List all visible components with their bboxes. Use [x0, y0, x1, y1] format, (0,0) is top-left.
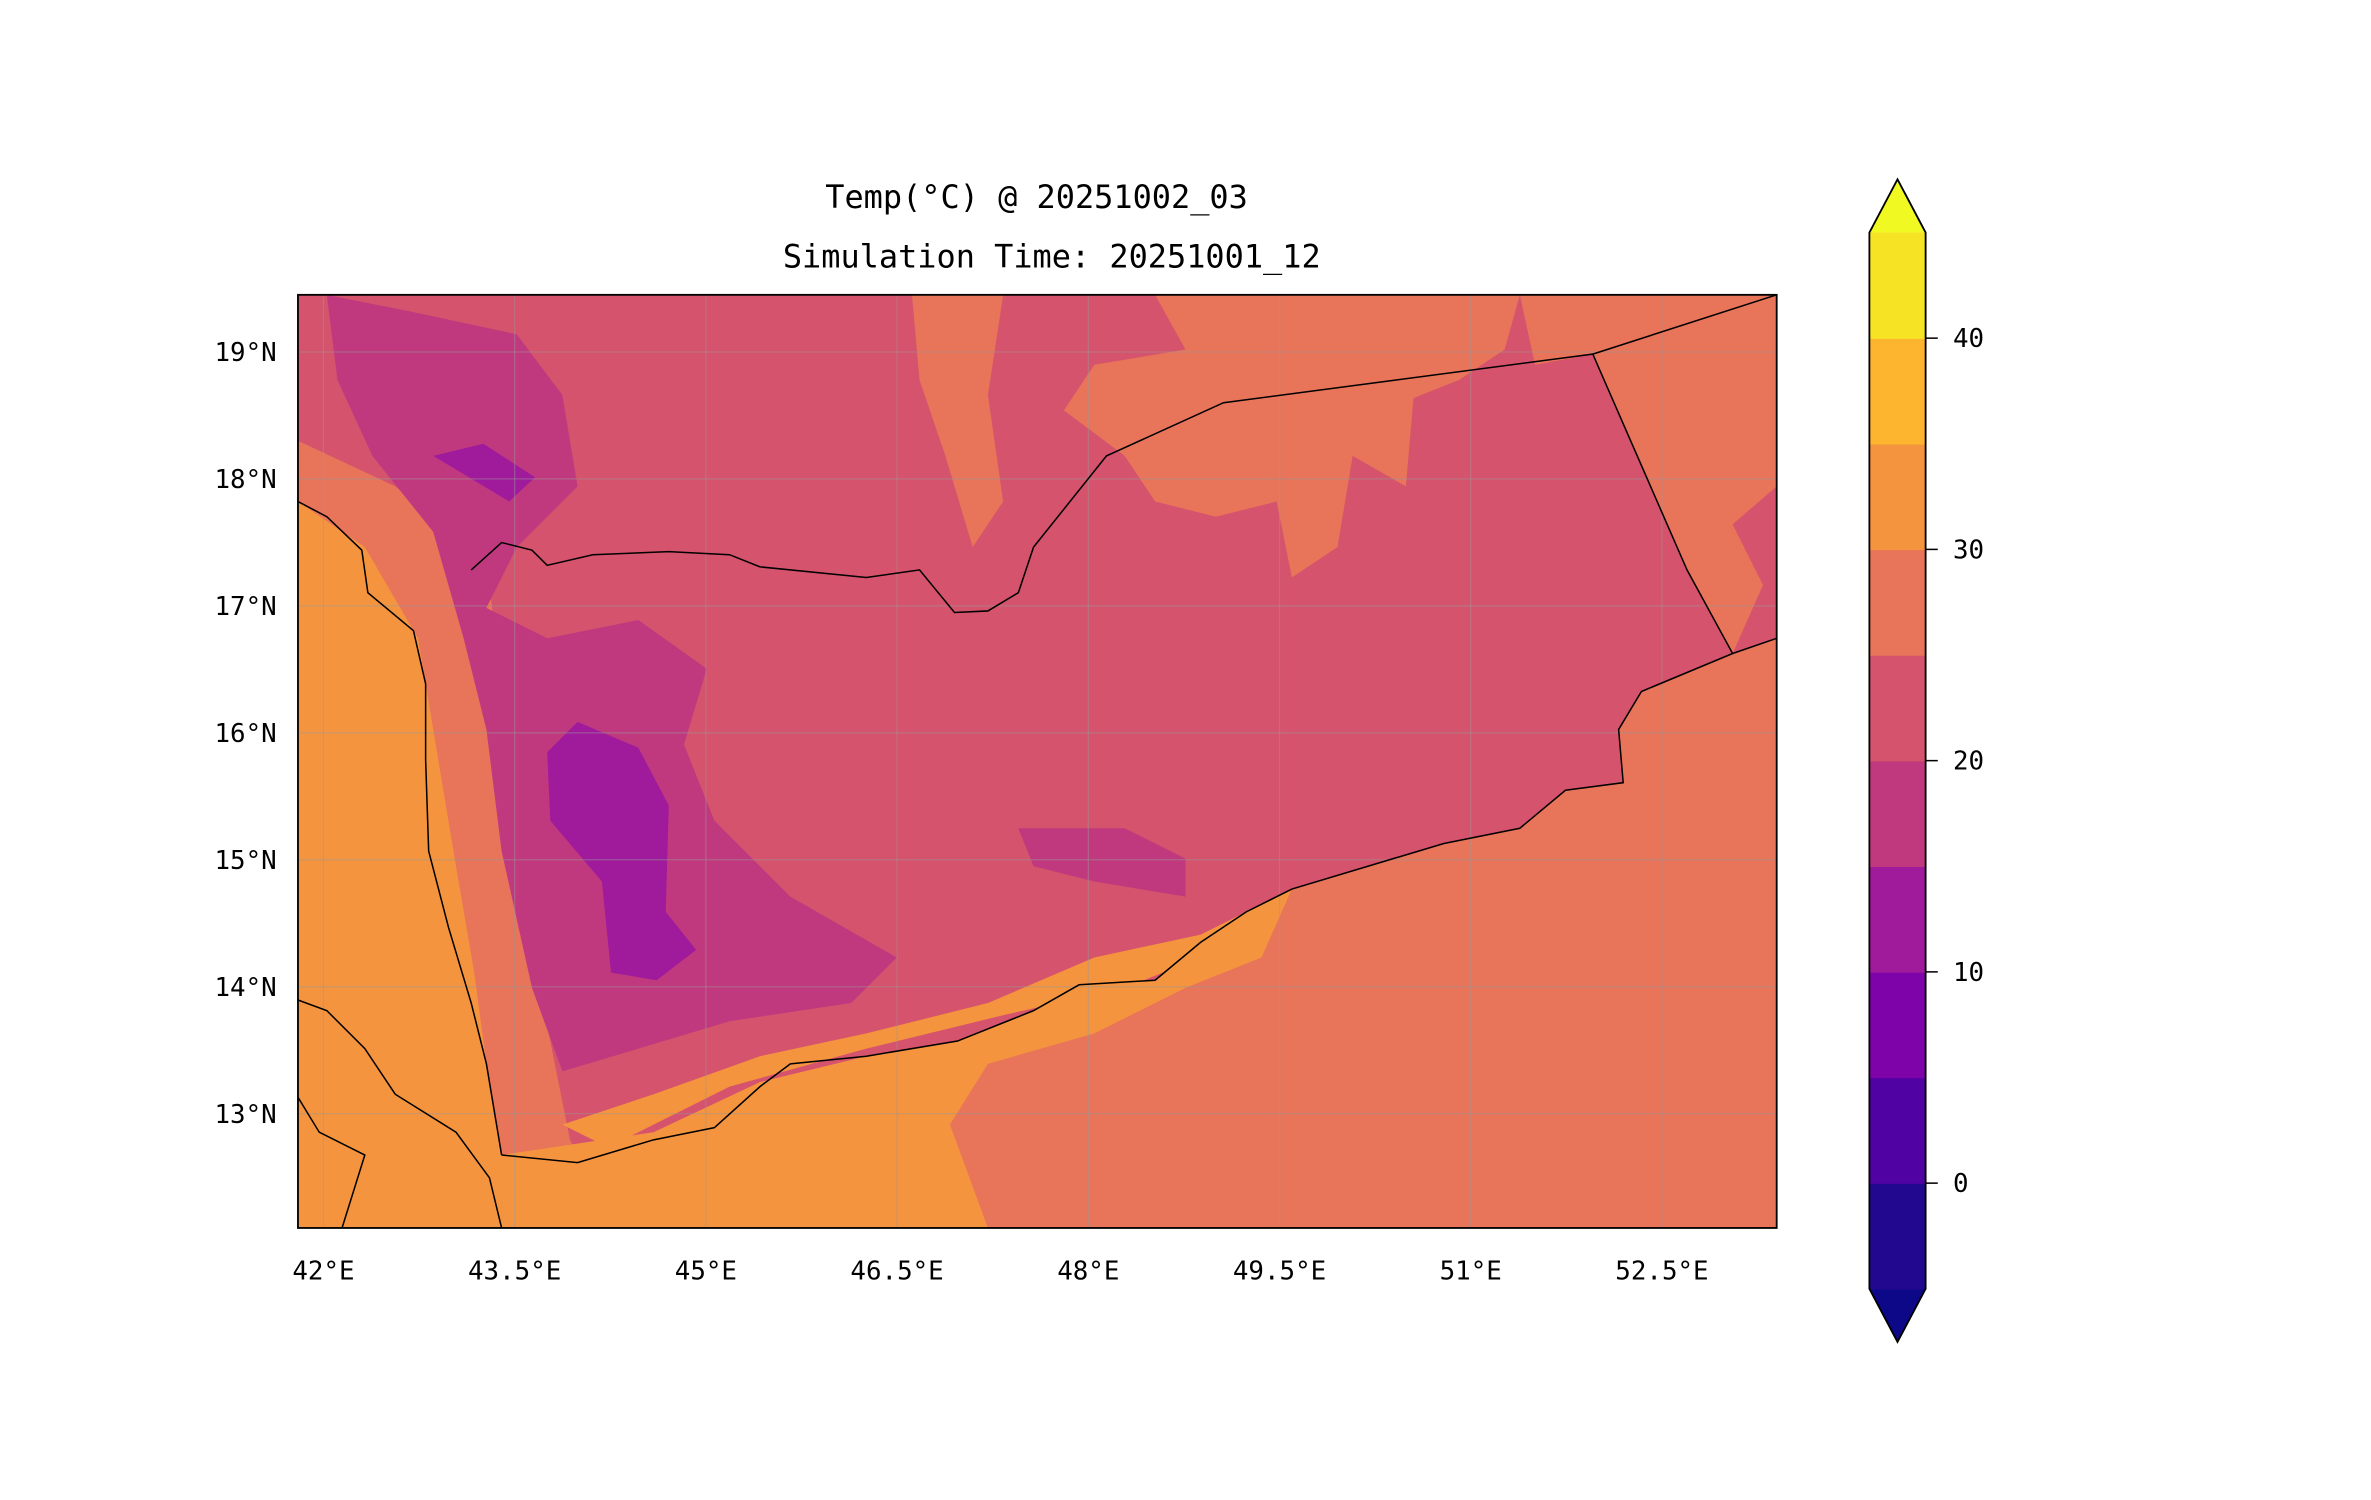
contour-25-30-north-strip: [911, 294, 1004, 548]
colorbar-band: [1869, 760, 1926, 868]
coastline-red-sea-east: [297, 500, 503, 1156]
map-area: [297, 294, 1777, 1228]
y-tick-label: 19°N: [214, 338, 276, 368]
colorbar-tick-label: 10: [1953, 958, 1984, 988]
x-tick-label: 48°E: [1057, 1257, 1119, 1287]
colorbar-outline: [1868, 177, 1927, 1344]
x-tick-label: 42°E: [292, 1257, 354, 1287]
border-africa: [297, 1096, 366, 1228]
contour-10-15-north: [433, 443, 536, 502]
grid-lines: [297, 294, 1777, 1228]
y-axis: 13°N 14°N 15°N 16°N 17°N 18°N 19°N: [214, 338, 276, 1130]
y-tick-label: 14°N: [214, 973, 276, 1003]
border-oman-saudi: [1592, 294, 1777, 355]
colorbar-extend-under: [1869, 1288, 1926, 1342]
colorbar-tick-label: 0: [1953, 1169, 1969, 1199]
colorbar-band: [1869, 549, 1926, 656]
x-tick-label: 45°E: [675, 1257, 737, 1287]
colorbar-extend-over: [1869, 179, 1926, 233]
colorbar-tick-label: 20: [1953, 747, 1984, 777]
y-tick-label: 17°N: [214, 592, 276, 622]
border-saudi-yemen: [470, 353, 1734, 654]
x-axis: 42°E 43.5°E 45°E 46.5°E 48°E 49.5°E 51°E 52.5°E: [292, 1257, 1708, 1287]
chart-title: Temp(°C) @ 20251002_03: [825, 178, 1248, 216]
coastline-africa: [297, 999, 503, 1228]
colorbar-band: [1869, 866, 1926, 973]
x-tick-label: 43.5°E: [468, 1257, 561, 1287]
colorbar-tick-label: 40: [1953, 324, 1984, 354]
colorbar-band: [1869, 1077, 1926, 1184]
x-tick-label: 51°E: [1440, 1257, 1502, 1287]
colorbar-tick-label: 30: [1953, 536, 1984, 566]
colorbar-band: [1869, 338, 1926, 445]
contour-25-30-north-east: [1063, 294, 1520, 578]
contour-30-35-coastal-land: [562, 911, 1247, 1148]
contour-30-35-tihama: [297, 501, 502, 1228]
x-tick-label: 49.5°E: [1233, 1257, 1326, 1287]
y-tick-label: 16°N: [214, 719, 276, 749]
map-frame: [297, 293, 1778, 1229]
chart-subtitle: Simulation Time: 20251001_12: [783, 237, 1321, 275]
y-tick-label: 18°N: [214, 465, 276, 495]
colorbar-band: [1869, 443, 1926, 551]
contour-30-35-sea: [501, 889, 1292, 1228]
contour-10-15-peak: [547, 721, 697, 981]
contour-15-20-east: [1018, 828, 1186, 897]
colorbar-band: [1869, 655, 1926, 762]
colorbar-band: [1869, 971, 1926, 1079]
contour-25-30-oman: [1519, 294, 1777, 654]
colorbar: 0 10 20 30 40: [1868, 177, 1984, 1344]
colorbar-band: [1869, 1183, 1926, 1290]
x-tick-label: 52.5°E: [1615, 1257, 1708, 1287]
y-tick-label: 13°N: [214, 1100, 276, 1130]
x-tick-label: 46.5°E: [850, 1257, 943, 1287]
y-tick-label: 15°N: [214, 846, 276, 876]
contour-15-20-highlands: [326, 294, 897, 1072]
colorbar-band: [1869, 232, 1926, 339]
coastline-south: [501, 637, 1777, 1164]
